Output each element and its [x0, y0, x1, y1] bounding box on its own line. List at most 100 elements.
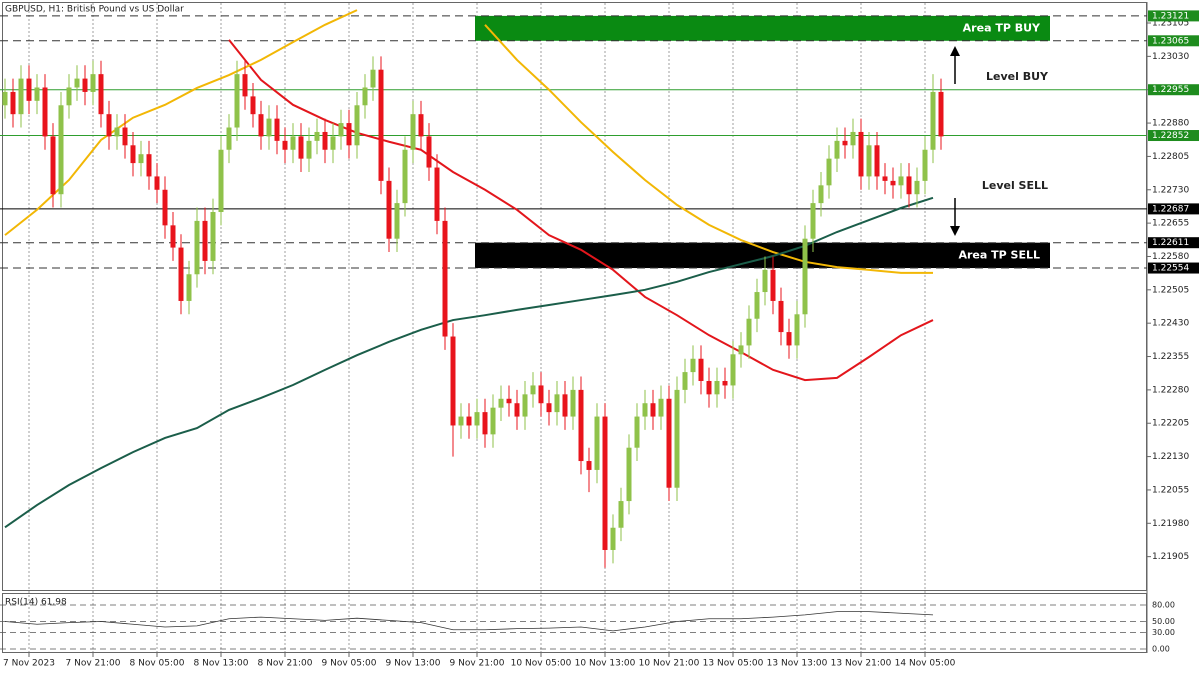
y-tick-label: 1.22430: [1152, 319, 1189, 329]
candle-body: [922, 149, 928, 181]
candle-body: [42, 87, 48, 137]
candle-body: [210, 212, 216, 261]
x-tick-label: 9 Nov 21:00: [450, 659, 505, 669]
area-label: Area TP SELL: [958, 248, 1040, 261]
candle-body: [762, 269, 768, 293]
candle-body: [50, 136, 56, 195]
candle-body: [818, 185, 824, 204]
x-tick-label: 9 Nov 13:00: [386, 659, 441, 669]
candle-body: [858, 131, 864, 177]
candle-body: [650, 403, 656, 417]
candle-body: [10, 91, 16, 115]
candle-body: [90, 74, 96, 92]
candle-body: [554, 394, 560, 413]
candle-body: [802, 238, 808, 315]
candle-body: [138, 154, 144, 164]
level-tag: [1148, 203, 1199, 215]
candle-body: [394, 203, 400, 239]
candle-body: [786, 332, 792, 346]
candle-body: [914, 180, 920, 195]
candle-body: [658, 398, 664, 417]
rsi-tick-label: 0.00: [1152, 645, 1170, 654]
candle-body: [714, 380, 720, 395]
candle-body: [58, 105, 64, 195]
candle-body: [274, 118, 280, 141]
candle-body: [250, 96, 256, 115]
candle-body: [122, 127, 128, 146]
candle-body: [178, 247, 184, 301]
candle-body: [570, 389, 576, 417]
candle-body: [298, 136, 304, 159]
y-tick-label: 1.22205: [1152, 419, 1189, 429]
candle-body: [938, 91, 944, 137]
candle-body: [882, 176, 888, 181]
level-label: 1.23065: [1152, 36, 1189, 46]
candle-body: [482, 412, 488, 435]
level-label: 1.22955: [1152, 85, 1189, 95]
ma-line: [228, 39, 934, 382]
candle-body: [610, 527, 616, 550]
candle-body: [706, 380, 712, 395]
candle-body: [874, 145, 880, 177]
x-tick-label: 9 Nov 05:00: [322, 659, 377, 669]
candle-body: [154, 176, 160, 190]
area-label: Area TP BUY: [963, 21, 1041, 34]
x-tick-label: 10 Nov 05:00: [511, 659, 572, 669]
y-tick-label: 1.21905: [1152, 552, 1189, 562]
candle-body: [66, 87, 72, 106]
candle-body: [370, 69, 376, 88]
x-tick-label: 7 Nov 2023: [3, 659, 55, 669]
candle-body: [794, 314, 800, 346]
candle-body: [866, 145, 872, 177]
candle-body: [202, 220, 208, 261]
chart-title: GBPUSD, H1: British Pound vs US Dollar: [5, 5, 184, 15]
candle-body: [514, 403, 520, 417]
level-tag: [1148, 84, 1199, 96]
candle-body: [322, 131, 328, 150]
candle-body: [842, 140, 848, 146]
candle-body: [458, 416, 464, 426]
candle-body: [578, 389, 584, 462]
candle-body: [434, 167, 440, 221]
candle-body: [218, 149, 224, 213]
moving-averages: [4, 9, 934, 632]
candle-body: [666, 398, 672, 488]
area-box: [475, 242, 1050, 269]
candle-body: [722, 380, 728, 386]
candle-body: [890, 180, 896, 186]
ma-line: [4, 196, 934, 529]
x-tick-label: 8 Nov 13:00: [194, 659, 249, 669]
candle-body: [2, 91, 8, 106]
candle-body: [346, 123, 352, 146]
candle-body: [74, 78, 80, 88]
x-tick-label: 8 Nov 05:00: [130, 659, 185, 669]
candle-body: [730, 354, 736, 386]
level-tag: [1148, 237, 1199, 249]
candle-body: [330, 136, 336, 150]
candle-body: [530, 385, 536, 395]
candle-body: [810, 203, 816, 239]
candle-body: [738, 345, 744, 355]
x-tick-label: 10 Nov 13:00: [575, 659, 636, 669]
candle-body: [194, 220, 200, 275]
y-tick-label: 1.22880: [1152, 119, 1189, 129]
candle-body: [546, 403, 552, 413]
candle-body: [354, 105, 360, 146]
candle-body: [778, 300, 784, 333]
arrow-up: [950, 46, 960, 84]
candle-body: [162, 189, 168, 226]
y-tick-label: 1.22130: [1152, 452, 1189, 462]
level-tag: [1148, 130, 1199, 142]
candle-body: [498, 398, 504, 408]
candle-body: [850, 131, 856, 146]
candle-body: [282, 140, 288, 150]
candle-body: [490, 407, 496, 435]
candle-body: [314, 131, 320, 141]
y-tick-label: 1.22355: [1152, 352, 1189, 362]
candle-body: [826, 158, 832, 186]
candle-body: [930, 91, 936, 150]
x-tick-label: 7 Nov 21:00: [66, 659, 121, 669]
candle-body: [170, 225, 176, 248]
candle-body: [402, 149, 408, 204]
